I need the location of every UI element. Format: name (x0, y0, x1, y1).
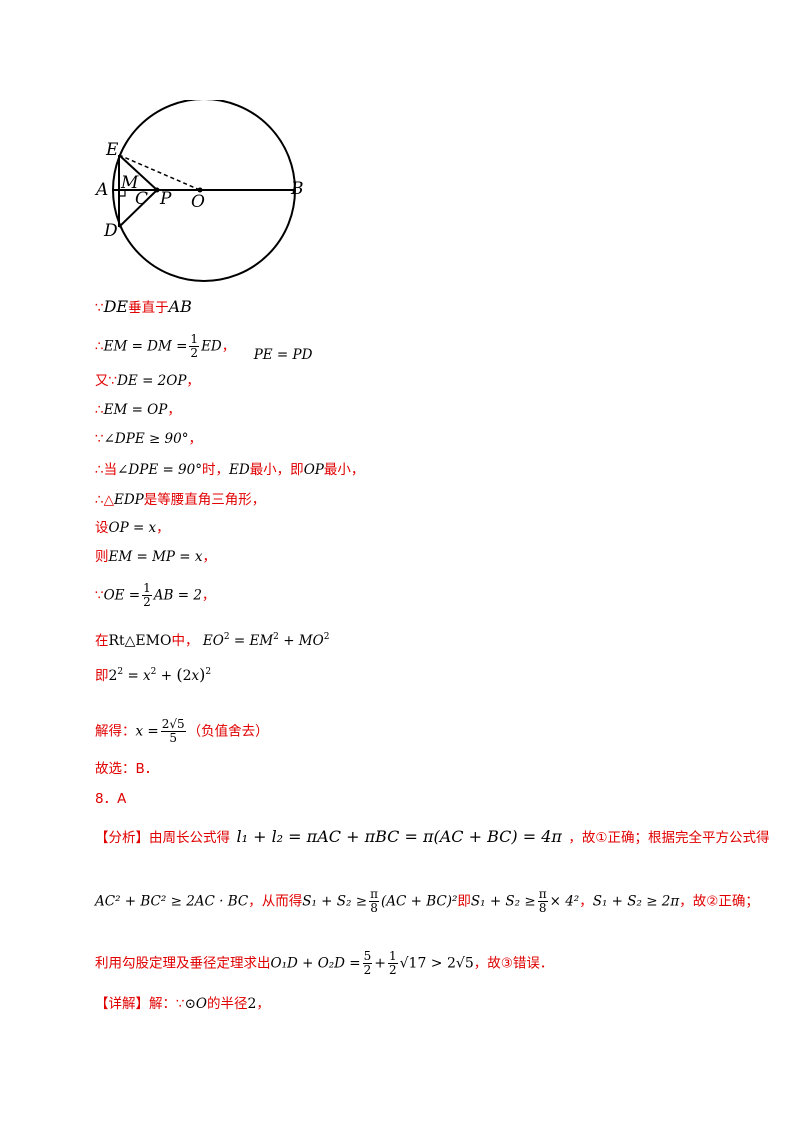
right-angle-mark (119, 190, 126, 197)
label-m: M (120, 173, 139, 193)
analysis-line-1: 【分析】由周长公式得 l₁ + l₂ = πAC + πBC = π(AC + … (95, 827, 770, 846)
step-line-10: ∵OE = 1 2 AB = 2， (95, 581, 216, 609)
detail-line-1: 【详解】解：∵⊙O的半径2， (95, 996, 270, 1012)
label-p: P (159, 189, 172, 209)
label-c: C (135, 189, 148, 209)
step-line-2: ∴EM = DM = 1 2 ED， PE = PD (95, 332, 313, 363)
label-e: E (105, 140, 119, 160)
geometry-figure: E A M C P O B D (94, 100, 304, 282)
label-b: B (290, 179, 304, 199)
point-p (154, 187, 160, 193)
analysis-line-2: AC² + BC² ≥ 2AC · BC，从而得S₁ + S₂ ≥ π 8 (AC +… (95, 887, 759, 915)
step-line-6: ∴当∠DPE = 90°时，ED最小，即OP最小， (95, 462, 365, 478)
label-a: A (94, 180, 108, 200)
step-line-13: 解得：x = 2√5 5 （负值舍去） (95, 717, 269, 745)
step-line-3: 又∵DE = 2OP， (95, 373, 200, 389)
point-o (197, 187, 203, 193)
step-line-4: ∴EM = OP， (95, 402, 181, 418)
step-line-9: 则EM = MP = x， (95, 549, 216, 565)
label-d: D (103, 221, 118, 241)
step-line-12: 即22 = x2 + (2x)2 (95, 665, 212, 684)
analysis-line-3: 利用勾股定理及垂径定理求出O₁D + O₂D = 5 2 +1 2 √17 > 2√5，故… (95, 949, 554, 977)
dashed-eo (118, 154, 201, 191)
step-line-7: ∴△EDP是等腰直角三角形， (95, 492, 266, 508)
segment-ep (118, 154, 158, 191)
segment-dp (118, 189, 158, 228)
label-o: O (191, 192, 205, 212)
answer-line: 故选：B． (95, 761, 159, 777)
step-line-8: 设OP = x， (95, 520, 170, 536)
question-8-answer: 8．A (95, 791, 127, 807)
fraction-answer: 2√5 5 (160, 717, 186, 745)
step-line-1: ∵DE垂直于AB (95, 297, 192, 316)
step-line-5: ∵∠DPE ≥ 90°， (95, 431, 202, 447)
step-line-11: 在Rt△EMO中， EO2 = EM2 + MO2 (95, 632, 330, 649)
